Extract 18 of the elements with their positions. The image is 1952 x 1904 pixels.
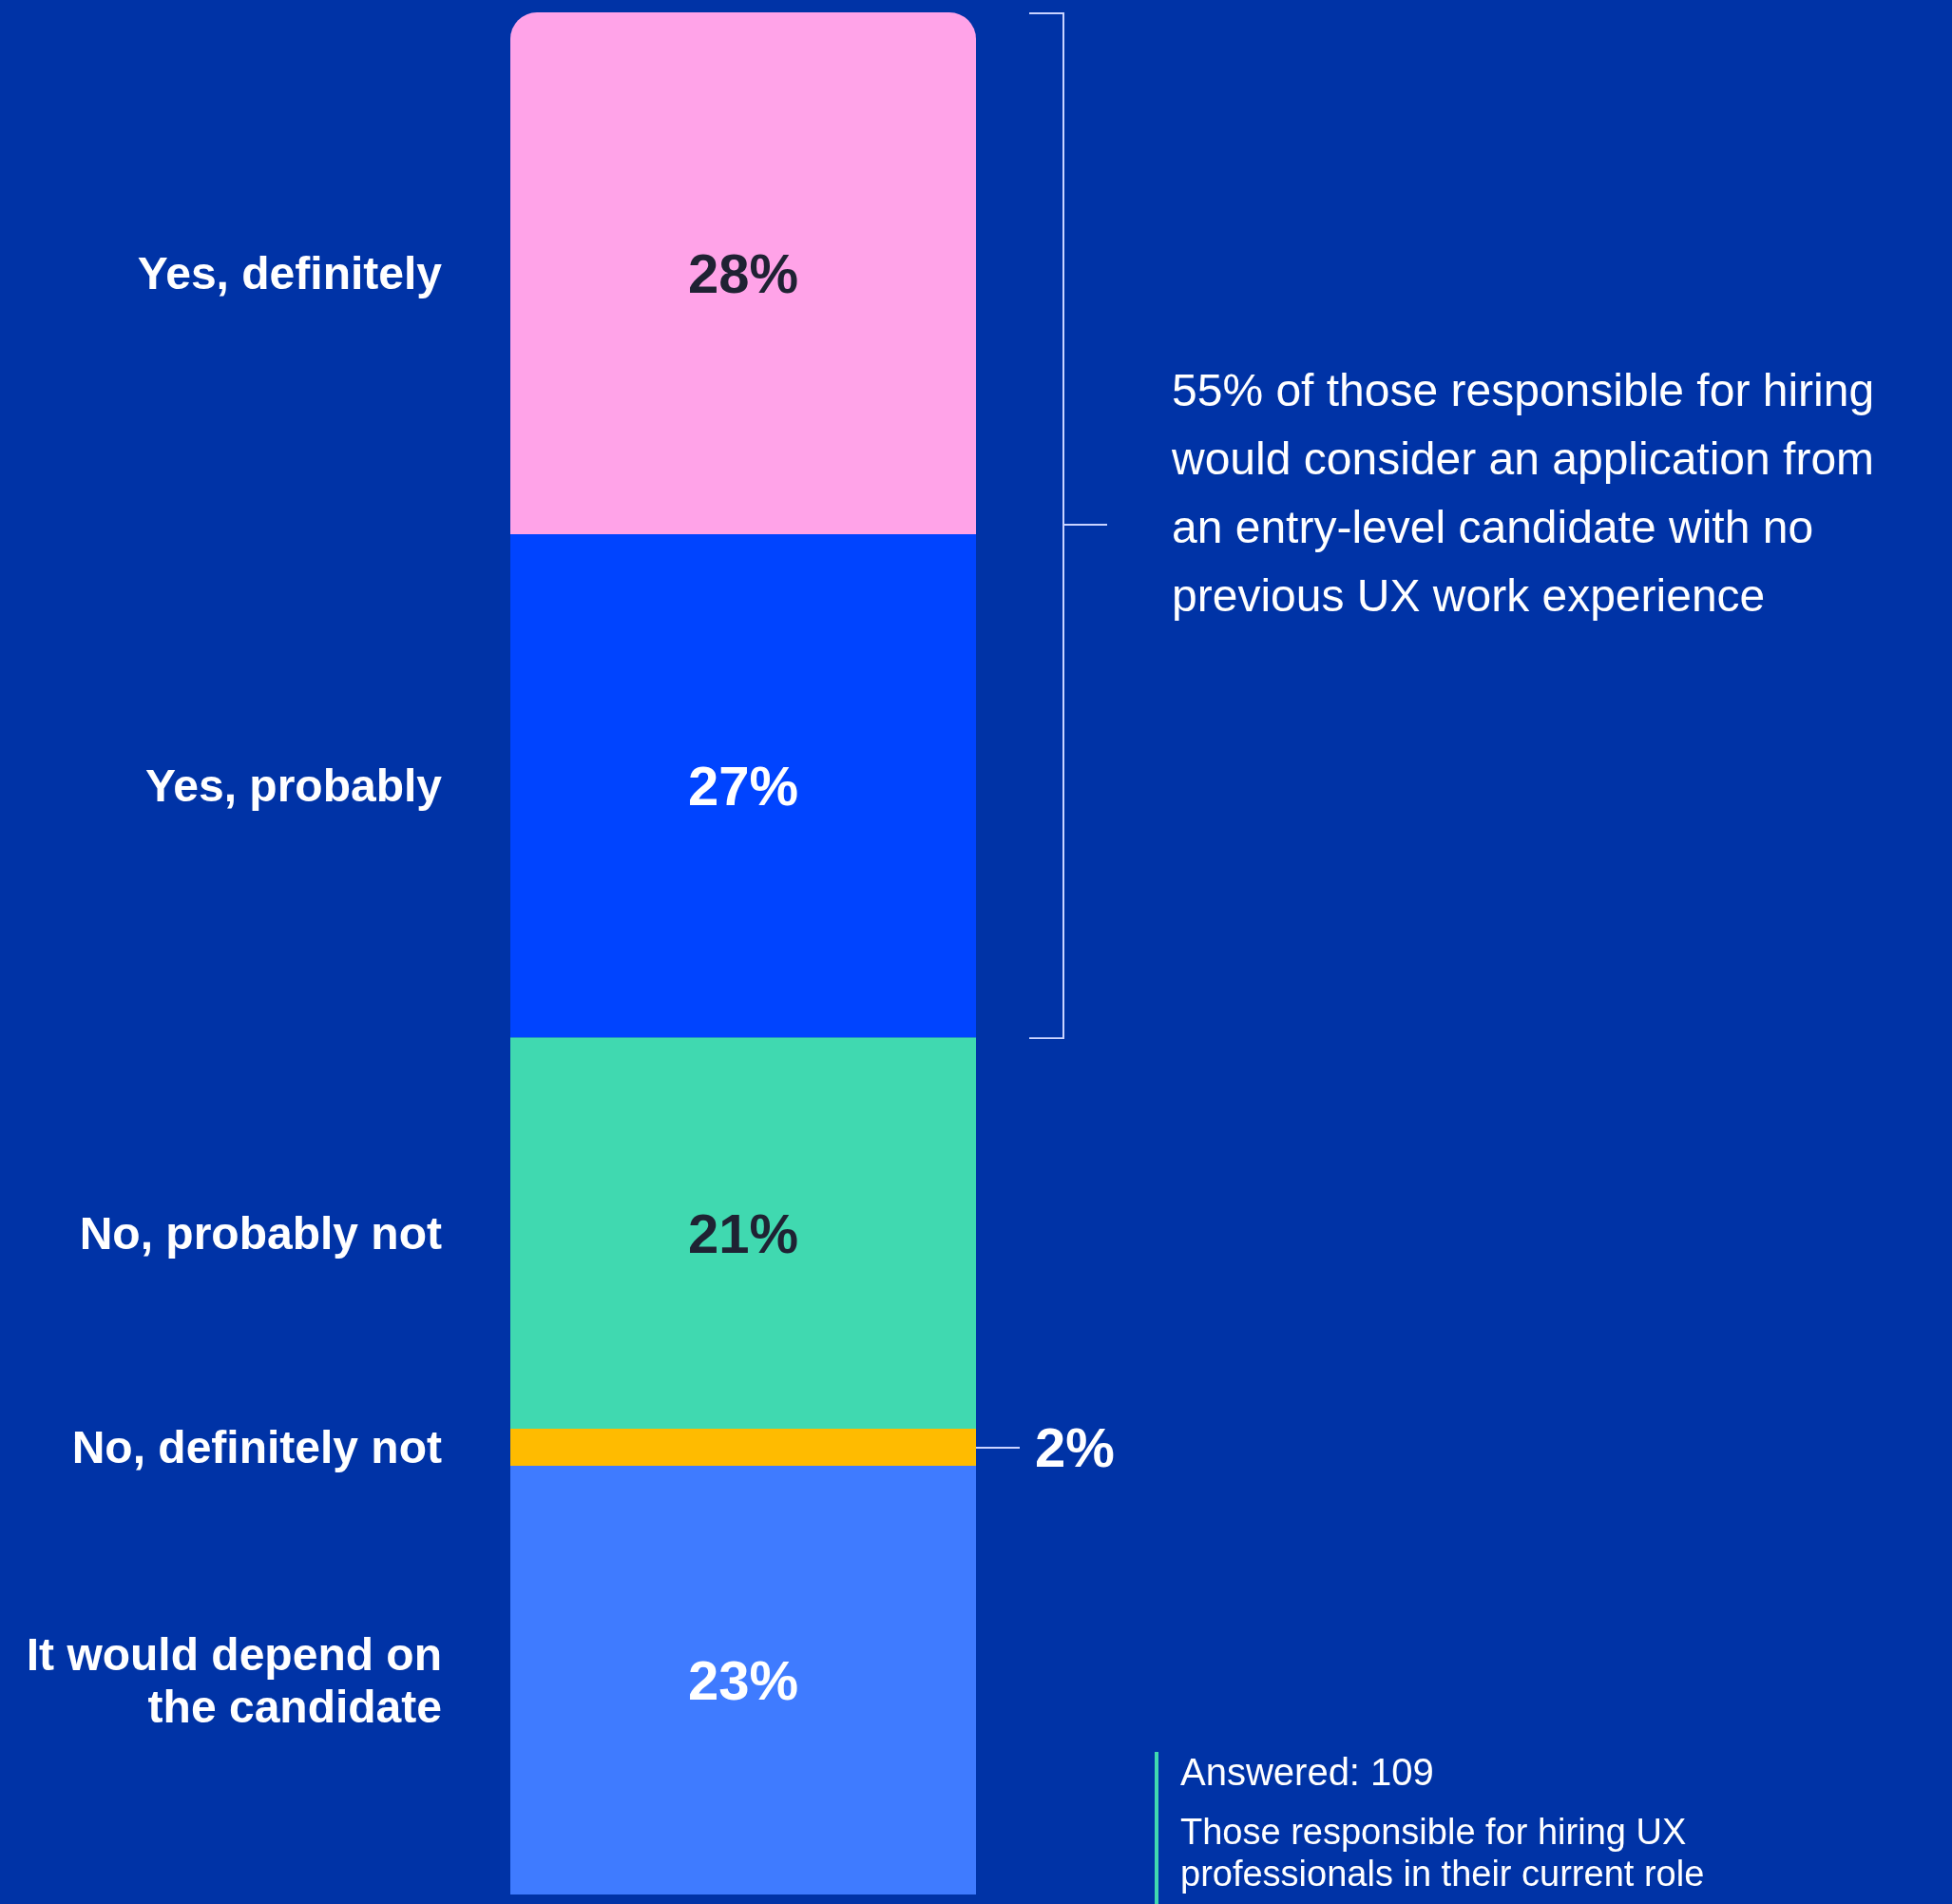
data-label: 27% <box>687 755 799 817</box>
series-label: It would depend on the candidate <box>25 1627 442 1733</box>
bar <box>510 12 976 534</box>
series-label: Yes, probably <box>144 760 442 813</box>
bar <box>510 1037 976 1429</box>
data-label: 2% <box>1035 1416 1115 1479</box>
series-label: Yes, definitely <box>136 246 442 300</box>
series-label: No, probably not <box>78 1206 442 1260</box>
data-label: 21% <box>687 1202 799 1264</box>
bar <box>510 533 976 1038</box>
bar <box>510 1466 976 1894</box>
series-label: No, definitely not <box>70 1421 442 1474</box>
data-label: 23% <box>687 1649 799 1712</box>
data-label: 28% <box>687 241 799 304</box>
text: Those responsible for hiring UX professionals in their current role <box>1180 1812 1706 1895</box>
text: Answered: 109 <box>1180 1751 1434 1794</box>
bar <box>510 1428 976 1467</box>
text: 55% of those responsible for hiring would consider an application from an entry-level candidate with no previous UX work experience <box>1172 364 1876 623</box>
